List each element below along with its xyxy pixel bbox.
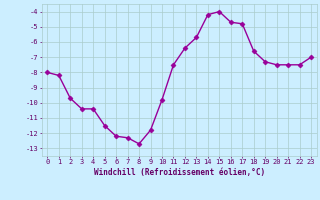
X-axis label: Windchill (Refroidissement éolien,°C): Windchill (Refroidissement éolien,°C) <box>94 168 265 177</box>
